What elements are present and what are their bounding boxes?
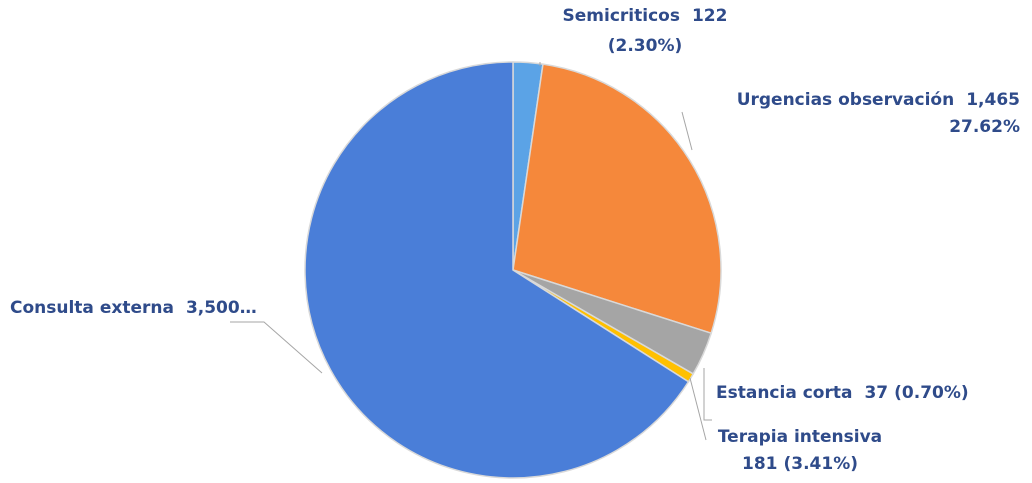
- pie: [304, 61, 722, 479]
- label-value: 1,465: [966, 90, 1020, 110]
- label-percent: (0.70%): [894, 383, 969, 403]
- data-label: (2.30%): [608, 36, 683, 56]
- label-name: Terapia intensiva: [718, 427, 882, 447]
- pie-slice: [512, 63, 722, 335]
- leader-line: [230, 321, 323, 374]
- label-percent: (3.41%): [783, 454, 858, 474]
- label-name: Urgencias observación: [737, 90, 955, 110]
- label-name: Consulta externa: [10, 298, 174, 318]
- label-value: 3,500…: [186, 298, 257, 318]
- label-name: Semicriticos: [563, 6, 680, 26]
- label-value: 122: [692, 6, 728, 26]
- leader-lines: [230, 62, 712, 441]
- label-percent: 27.62%: [949, 117, 1020, 137]
- leader-line: [689, 377, 707, 441]
- data-label: 27.62%: [949, 117, 1020, 137]
- pie-slice: [304, 61, 690, 479]
- leader-line: [703, 368, 712, 421]
- data-label: Estancia corta 37 (0.70%): [716, 383, 969, 403]
- data-label: Semicriticos 122: [563, 6, 728, 26]
- data-label: 181 (3.41%): [742, 454, 858, 474]
- leader-line: [681, 111, 693, 151]
- label-value: 37: [864, 383, 888, 403]
- data-label: Terapia intensiva: [718, 427, 882, 447]
- label-percent: (2.30%): [608, 36, 683, 56]
- data-label: Consulta externa 3,500…: [10, 298, 257, 318]
- label-value: 181: [742, 454, 778, 474]
- data-labels: Semicriticos 122 (2.30%) Urgencias observac…: [10, 6, 1020, 474]
- label-name: Estancia corta: [716, 383, 852, 403]
- data-label: Urgencias observación 1,465: [737, 90, 1020, 110]
